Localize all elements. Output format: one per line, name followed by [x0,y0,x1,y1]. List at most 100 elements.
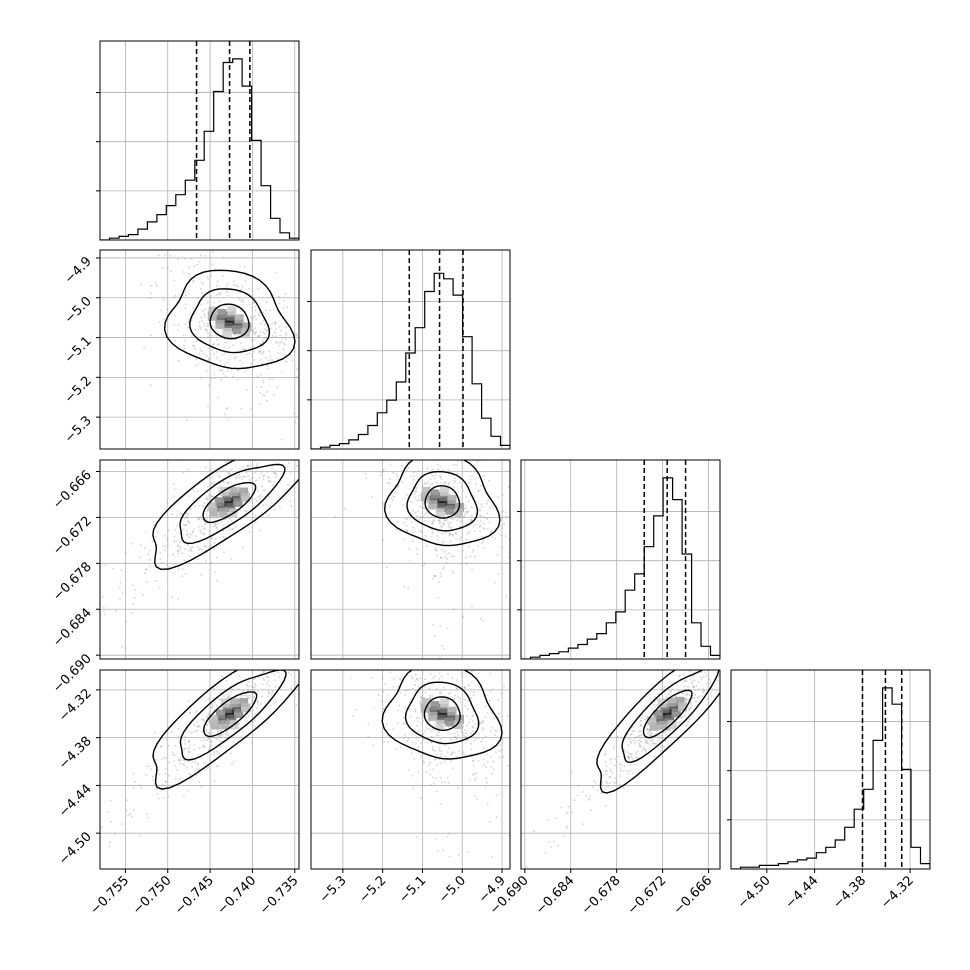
sample-point [367,722,370,725]
sample-point [271,334,274,337]
sample-point [221,353,224,356]
sample-point [172,751,175,754]
sample-point [434,458,436,460]
sample-point [702,687,705,690]
sample-point [203,738,206,741]
sample-point [251,681,254,684]
sample-point [200,573,202,576]
sample-point [644,739,647,741]
sample-point [398,704,401,707]
sample-point [154,281,157,284]
sample-point [206,766,209,769]
sample-point [634,740,637,743]
sample-point [173,528,176,531]
sample-point [620,767,623,770]
sample-point [425,516,428,519]
sample-point [269,309,272,312]
contour-line [189,288,271,354]
sample-point [647,742,650,745]
sample-point [613,764,616,767]
sample-point [681,715,684,718]
sample-point [442,482,445,485]
sample-point [208,545,211,548]
sample-point [194,328,197,331]
sample-point [403,585,406,588]
sample-point [462,750,465,753]
contour-line [383,460,501,547]
sample-point [184,747,186,750]
sample-point [141,594,144,596]
sample-point [430,515,433,518]
sample-point [219,736,222,738]
sample-point [200,531,203,534]
sample-point [406,661,408,663]
sample-point [276,352,279,355]
sample-point [627,756,630,759]
sample-point [479,660,481,662]
sample-point [121,823,123,826]
sample-point [287,462,290,464]
sample-point [255,318,258,321]
sample-point [630,733,632,736]
sample-point [454,735,457,738]
sample-point [550,845,553,848]
sample-point [461,752,464,755]
sample-point [225,285,228,288]
sample-point [178,540,181,543]
sample-point [273,480,276,483]
sample-point [465,739,468,742]
sample-point [166,501,169,504]
sample-point [440,675,443,678]
sample-point [669,729,672,732]
sample-point [206,301,209,304]
hist-panel-1 [311,250,510,449]
sample-point [565,812,568,815]
sample-point [154,535,157,538]
sample-point [301,357,303,359]
sample-point [219,536,222,539]
sample-point [74,827,76,829]
sample-point [413,757,416,760]
sample-point [471,670,474,673]
sample-point [418,691,421,693]
sample-point [629,740,632,743]
sample-point [421,716,424,719]
sample-point [262,331,265,334]
sample-point [219,293,221,296]
sample-point [183,764,186,767]
sample-point [455,538,458,541]
density-cell [438,492,448,502]
sample-point [688,709,691,711]
sample-point [62,877,64,879]
sample-point [697,688,700,691]
sample-point [415,717,418,720]
sample-point [728,657,730,659]
sample-point [177,758,180,761]
sample-point [267,691,270,694]
sample-point [212,517,215,520]
sample-point [215,492,217,494]
sample-point [215,293,218,296]
sample-point [367,735,370,738]
sample-point [627,755,629,758]
sample-point [455,463,458,466]
sample-point [238,476,241,479]
sample-point [147,553,150,556]
density-cell [223,327,232,337]
sample-point [205,328,208,331]
sample-point [431,521,434,524]
sample-point [102,606,105,609]
sample-point [490,765,493,768]
sample-point [303,600,305,602]
sample-point [215,523,217,525]
sample-point [203,322,206,325]
sample-point [168,565,171,568]
sample-point [439,762,442,765]
sample-point [628,752,631,755]
sample-point [300,649,302,651]
sample-point [500,692,503,695]
sample-point [204,328,207,331]
sample-point [207,498,210,501]
sample-point [686,692,689,695]
sample-point [609,758,612,761]
